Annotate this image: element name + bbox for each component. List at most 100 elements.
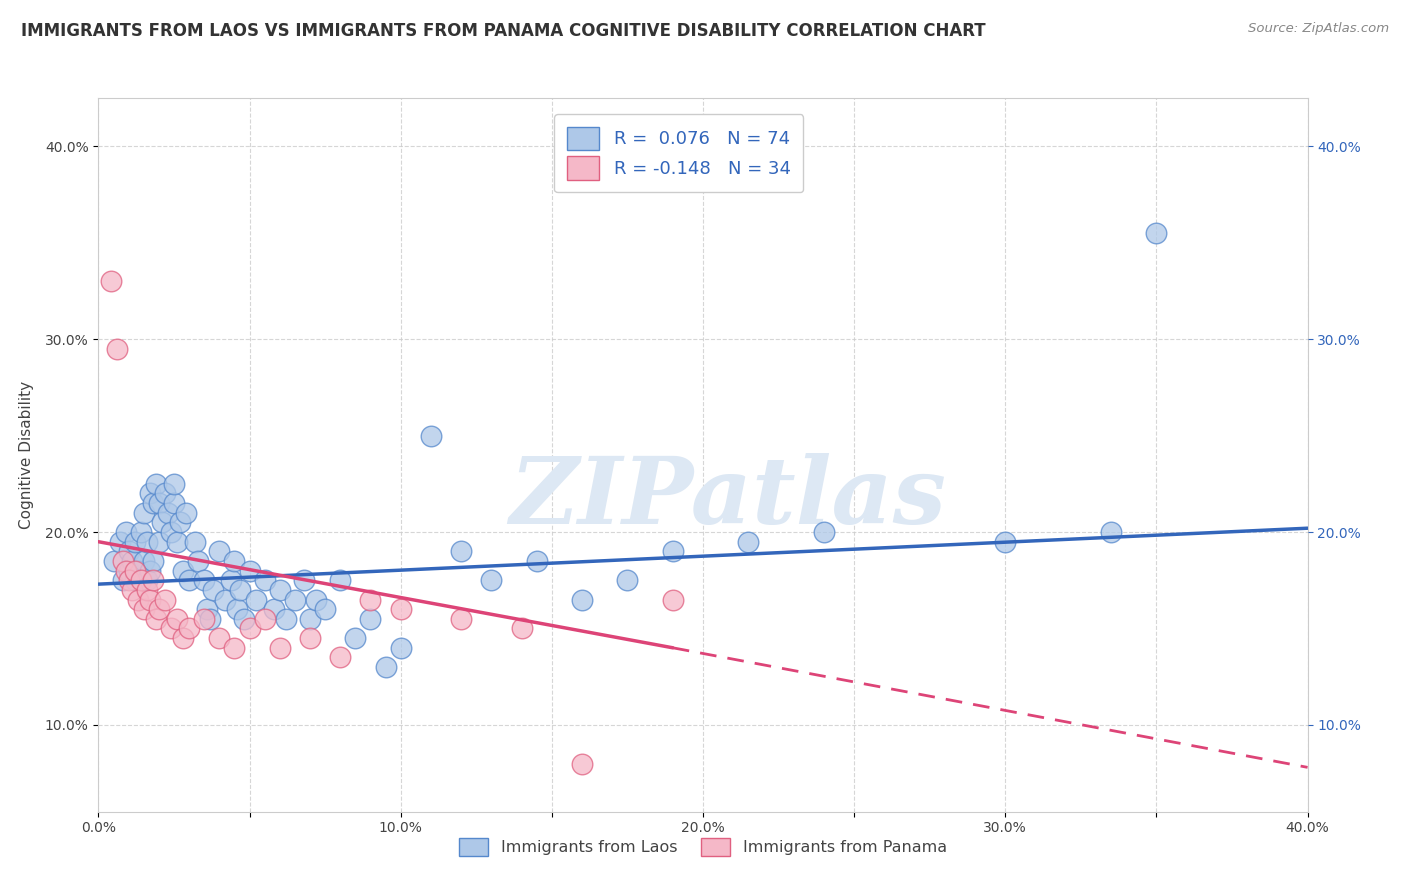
Point [118, 564, 141, 578]
Point [208, 631, 231, 645]
Point [329, 650, 352, 665]
Point [142, 554, 165, 568]
Point [111, 554, 134, 568]
Point [374, 660, 396, 674]
Point [1144, 226, 1167, 240]
Point [139, 564, 162, 578]
Point [132, 506, 155, 520]
Point [127, 564, 149, 578]
Point [232, 612, 254, 626]
Point [208, 544, 231, 558]
Point [166, 534, 188, 549]
Point [269, 640, 291, 655]
Point [118, 574, 141, 588]
Point [239, 622, 262, 636]
Point [139, 486, 162, 500]
Point [299, 631, 322, 645]
Point [118, 544, 141, 558]
Legend: Immigrants from Laos, Immigrants from Panama: Immigrants from Laos, Immigrants from Pa… [451, 830, 955, 864]
Point [616, 574, 638, 588]
Point [526, 554, 548, 568]
Point [114, 524, 136, 539]
Point [344, 631, 367, 645]
Point [179, 574, 201, 588]
Point [571, 592, 593, 607]
Point [114, 564, 136, 578]
Point [163, 496, 186, 510]
Point [135, 534, 157, 549]
Point [200, 612, 222, 626]
Point [179, 622, 201, 636]
Point [510, 622, 533, 636]
Point [135, 574, 157, 588]
Point [193, 612, 215, 626]
Point [121, 554, 143, 568]
Point [360, 612, 382, 626]
Point [420, 428, 443, 442]
Point [253, 574, 276, 588]
Point [160, 524, 183, 539]
Point [142, 496, 165, 510]
Point [274, 612, 297, 626]
Point [329, 574, 352, 588]
Point [360, 592, 382, 607]
Y-axis label: Cognitive Disability: Cognitive Disability [18, 381, 34, 529]
Point [132, 602, 155, 616]
Point [160, 622, 183, 636]
Point [139, 592, 162, 607]
Point [124, 574, 146, 588]
Point [169, 516, 191, 530]
Point [571, 756, 593, 771]
Point [221, 574, 243, 588]
Point [148, 496, 170, 510]
Point [166, 612, 188, 626]
Point [142, 574, 165, 588]
Point [389, 640, 412, 655]
Point [145, 476, 167, 491]
Point [103, 554, 125, 568]
Point [111, 574, 134, 588]
Point [172, 631, 194, 645]
Point [263, 602, 285, 616]
Point [481, 574, 503, 588]
Point [100, 274, 122, 288]
Point [214, 592, 236, 607]
Point [153, 592, 176, 607]
Point [224, 640, 246, 655]
Point [813, 524, 835, 539]
Point [172, 564, 194, 578]
Point [127, 592, 149, 607]
Point [389, 602, 412, 616]
Point [108, 534, 131, 549]
Point [239, 564, 262, 578]
Point [132, 554, 155, 568]
Point [148, 602, 170, 616]
Point [224, 554, 246, 568]
Point [156, 506, 179, 520]
Point [1099, 524, 1122, 539]
Point [153, 486, 176, 500]
Point [184, 534, 207, 549]
Point [450, 612, 472, 626]
Point [163, 476, 186, 491]
Point [148, 534, 170, 549]
Point [195, 602, 218, 616]
Point [202, 582, 225, 597]
Text: Source: ZipAtlas.com: Source: ZipAtlas.com [1249, 22, 1389, 36]
Point [174, 506, 197, 520]
Point [253, 612, 276, 626]
Point [193, 574, 215, 588]
Point [124, 534, 146, 549]
Point [284, 592, 307, 607]
Point [226, 602, 249, 616]
Point [187, 554, 209, 568]
Point [135, 582, 157, 597]
Text: ZIPatlas: ZIPatlas [509, 453, 946, 542]
Point [124, 564, 146, 578]
Point [229, 582, 252, 597]
Point [305, 592, 328, 607]
Point [121, 582, 143, 597]
Point [314, 602, 336, 616]
Point [737, 534, 759, 549]
Point [245, 592, 267, 607]
